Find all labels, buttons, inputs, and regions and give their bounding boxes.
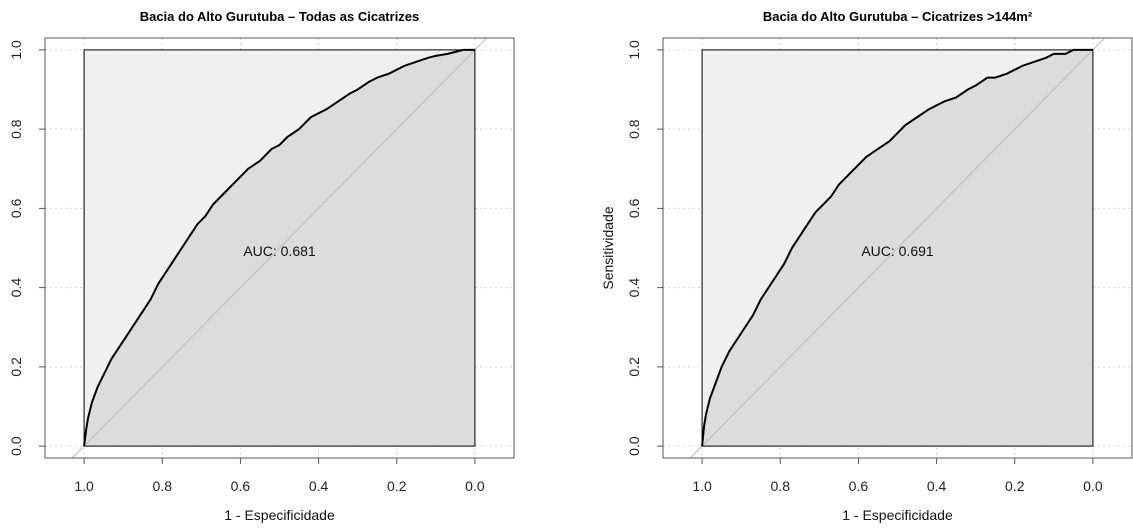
x-tick-label: 0.4 — [927, 478, 947, 494]
x-tick-label: 0.0 — [1083, 478, 1103, 494]
y-tick-label: 1.0 — [626, 40, 642, 60]
roc-unit-square — [701, 49, 1094, 447]
chart-title: Bacia do Alto Gurutuba – Cicatrizes >144… — [763, 9, 1033, 24]
y-tick-label: 0.2 — [8, 357, 24, 377]
y-tick-label: 0.2 — [626, 357, 642, 377]
roc-unit-square — [83, 49, 476, 447]
x-tick-label: 1.0 — [74, 478, 94, 494]
y-tick-label: 0.6 — [8, 198, 24, 218]
x-tick-label: 0.6 — [231, 478, 251, 494]
x-tick-label: 0.8 — [153, 478, 173, 494]
x-tick-label: 1.0 — [692, 478, 712, 494]
x-tick-label: 0.4 — [309, 478, 329, 494]
diagonal-reference-line — [689, 38, 1106, 458]
y-tick-label: 0.4 — [626, 278, 642, 298]
x-tick-label: 0.6 — [849, 478, 869, 494]
y-tick-label: 0.8 — [8, 119, 24, 139]
y-tick-label: 0.8 — [626, 119, 642, 139]
plot-frame — [662, 37, 1133, 459]
y-axis-label: Sensitividade — [600, 206, 616, 289]
plot-frame — [44, 37, 515, 459]
y-tick-label: 0.4 — [8, 278, 24, 298]
x-axis-label: 1 - Especificidade — [224, 507, 335, 523]
roc-panel-1: 1.0 0.8 0.6 0.4 0.2 0.0 0.0 0.2 0.4 0.6 0.8 1.0 Baci… — [8, 9, 515, 523]
roc-curve — [83, 48, 475, 447]
y-tick-label: 0.6 — [626, 198, 642, 218]
roc-curve — [701, 48, 1093, 447]
x-tick-label: 0.0 — [465, 478, 485, 494]
chart-title: Bacia do Alto Gurutuba – Todas as Cicatr… — [140, 9, 420, 24]
x-tick-label: 0.8 — [771, 478, 791, 494]
x-axis-label: 1 - Especificidade — [842, 507, 953, 523]
auc-annotation: AUC: 0.681 — [243, 243, 316, 259]
y-tick-label: 0.0 — [8, 436, 24, 456]
y-tick-label: 0.0 — [626, 436, 642, 456]
diagonal-reference-line — [71, 38, 488, 458]
auc-annotation: AUC: 0.691 — [861, 243, 934, 259]
roc-panel-2: 1.0 0.8 0.6 0.4 0.2 0.0 0.0 0.2 0.4 0.6 0.8 1.0 Baci… — [600, 9, 1133, 523]
x-tick-label: 0.2 — [387, 478, 407, 494]
x-tick-label: 0.2 — [1005, 478, 1025, 494]
y-tick-label: 1.0 — [8, 40, 24, 60]
